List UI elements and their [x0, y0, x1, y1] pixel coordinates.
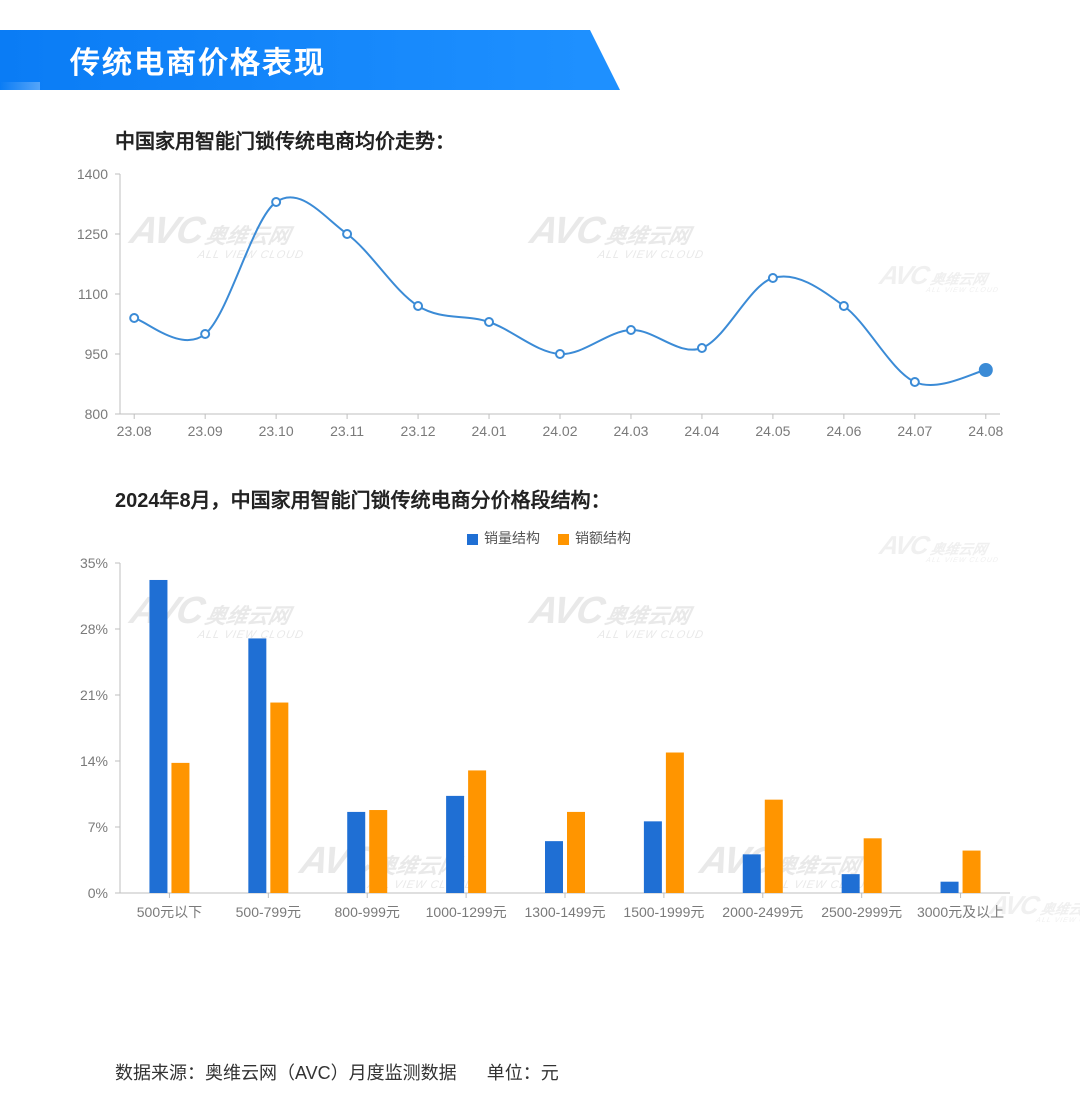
svg-text:23.11: 23.11 [330, 423, 364, 439]
bar-chart-title: 2024年8月，中国家用智能门锁传统电商分价格段结构： [115, 484, 1080, 513]
header-title: 传统电商价格表现 [70, 38, 326, 82]
svg-text:500-799元: 500-799元 [236, 904, 301, 920]
line-chart: 800 950 1100 1250 1400 23.08 23.09 23.10 23.11 23… [60, 164, 1080, 449]
header-banner: 传统电商价格表现 [0, 30, 590, 90]
footer-source: 数据来源：奥维云网（AVC）月度监测数据 [115, 1063, 457, 1083]
svg-text:14%: 14% [80, 753, 108, 769]
footer: 数据来源：奥维云网（AVC）月度监测数据 单位：元 [115, 1059, 559, 1085]
bar-chart-legend: 销量结构 销额结构 [0, 528, 1080, 548]
svg-text:7%: 7% [88, 819, 108, 835]
bar-chart: 0% 7% 14% 21% 28% 35% 500元以下 500-799元 800-999元 10… [60, 553, 1080, 938]
svg-text:24.06: 24.06 [826, 423, 861, 439]
svg-text:23.12: 23.12 [401, 423, 436, 439]
svg-text:2000-2499元: 2000-2499元 [722, 904, 803, 920]
svg-text:500元以下: 500元以下 [137, 904, 202, 920]
svg-text:2500-2999元: 2500-2999元 [821, 904, 902, 920]
svg-text:1500-1999元: 1500-1999元 [623, 904, 704, 920]
footer-unit: 单位：元 [487, 1063, 559, 1083]
svg-text:23.10: 23.10 [259, 423, 294, 439]
line-chart-svg: 800 950 1100 1250 1400 23.08 23.09 23.10 23.11 23… [60, 164, 1020, 444]
legend-label: 销额结构 [575, 530, 631, 546]
svg-text:3000元及以上: 3000元及以上 [917, 904, 1004, 920]
legend-label: 销量结构 [484, 530, 540, 546]
svg-text:1000-1299元: 1000-1299元 [426, 904, 507, 920]
svg-text:1400: 1400 [77, 166, 108, 182]
svg-text:24.01: 24.01 [472, 423, 507, 439]
svg-text:1250: 1250 [77, 226, 108, 242]
line-chart-title: 中国家用智能门锁传统电商均价走势： [115, 125, 1080, 154]
svg-text:21%: 21% [80, 687, 108, 703]
svg-text:24.03: 24.03 [613, 423, 648, 439]
svg-text:24.04: 24.04 [684, 423, 719, 439]
svg-text:24.07: 24.07 [897, 423, 932, 439]
svg-text:24.05: 24.05 [755, 423, 790, 439]
svg-text:800-999元: 800-999元 [335, 904, 400, 920]
bar-chart-svg: 0% 7% 14% 21% 28% 35% 500元以下 500-799元 800-999元 10… [60, 553, 1020, 933]
svg-text:950: 950 [85, 346, 109, 362]
svg-text:35%: 35% [80, 555, 108, 571]
svg-text:800: 800 [85, 406, 109, 422]
svg-text:23.08: 23.08 [117, 423, 152, 439]
svg-text:1100: 1100 [78, 286, 108, 302]
svg-text:23.09: 23.09 [188, 423, 223, 439]
svg-text:24.02: 24.02 [542, 423, 577, 439]
svg-text:24.08: 24.08 [968, 423, 1003, 439]
svg-text:1300-1499元: 1300-1499元 [525, 904, 606, 920]
svg-text:0%: 0% [88, 885, 108, 901]
svg-text:28%: 28% [80, 621, 108, 637]
